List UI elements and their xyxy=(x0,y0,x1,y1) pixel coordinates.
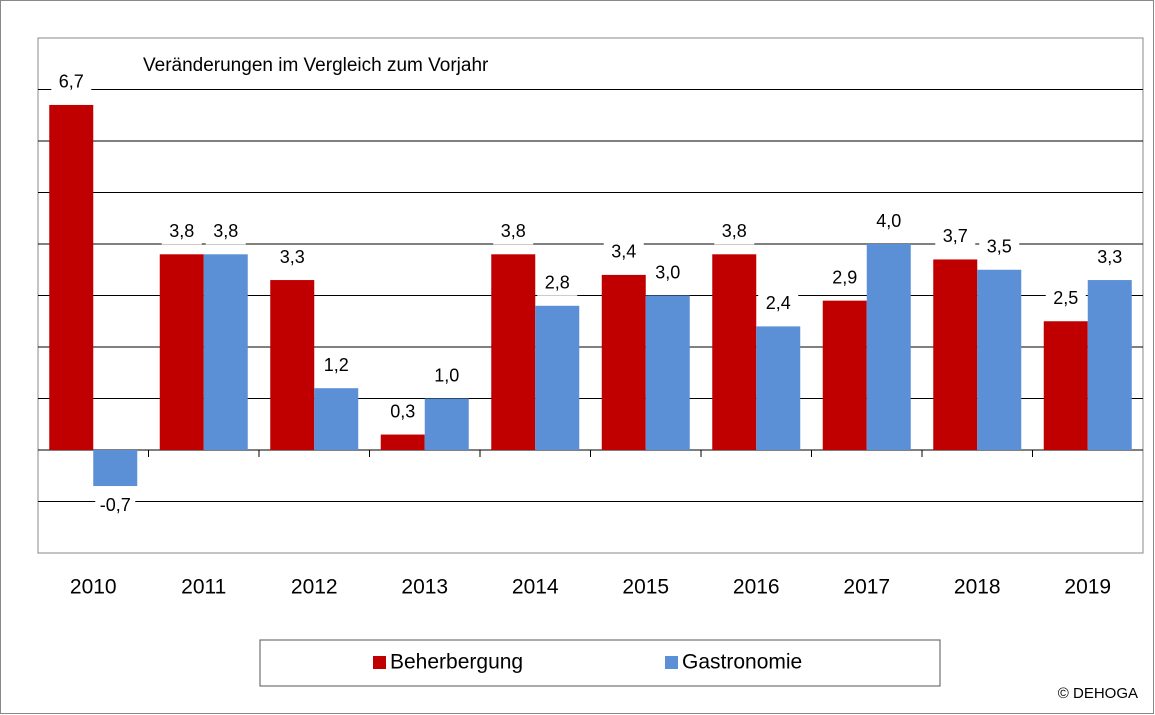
bar xyxy=(822,300,867,450)
data-label-bg xyxy=(316,354,357,379)
x-tick-label: 2012 xyxy=(291,576,338,599)
data-label-bg xyxy=(714,220,755,245)
legend xyxy=(259,639,941,687)
bar xyxy=(49,104,94,450)
data-label: -0,7 xyxy=(100,495,131,515)
data-label-bg xyxy=(979,235,1020,260)
bar xyxy=(314,388,359,450)
bar xyxy=(424,398,469,450)
legend-swatch xyxy=(373,656,386,669)
bar xyxy=(270,280,315,450)
data-label: 3,3 xyxy=(280,247,305,267)
data-label: 2,8 xyxy=(545,273,570,293)
data-label-bg xyxy=(161,220,202,245)
x-tick-label: 2010 xyxy=(70,576,117,599)
data-label: 6,7 xyxy=(59,72,84,92)
bar xyxy=(756,326,801,450)
data-label: 3,0 xyxy=(655,262,680,282)
data-label: 1,0 xyxy=(434,365,459,385)
x-tick-label: 2017 xyxy=(843,576,890,599)
data-label-bg xyxy=(1089,246,1130,271)
data-label: 0,3 xyxy=(390,401,415,421)
data-label-bg xyxy=(51,70,92,95)
bar xyxy=(645,295,690,450)
data-label-bg xyxy=(537,271,578,296)
data-label-bg xyxy=(824,266,865,291)
data-label-bg xyxy=(95,494,136,519)
legend-swatch xyxy=(665,656,678,669)
data-label-bg xyxy=(935,225,976,250)
data-label: 3,8 xyxy=(169,221,194,241)
data-label-bg xyxy=(382,400,423,425)
data-label: 4,0 xyxy=(876,211,901,231)
data-label: 3,8 xyxy=(501,221,526,241)
x-tick-label: 2011 xyxy=(181,576,226,599)
data-label-bg xyxy=(205,220,246,245)
legend-label: Beherbergung xyxy=(390,651,523,674)
data-label-bg xyxy=(272,246,313,271)
subtitle: Veränderungen im Vergleich zum Vorjahr xyxy=(143,55,489,76)
bar xyxy=(866,244,911,450)
data-label-bg xyxy=(1045,287,1086,312)
x-tick-label: 2018 xyxy=(954,576,1001,599)
bar xyxy=(933,259,978,450)
x-tick-label: 2014 xyxy=(512,576,559,599)
data-label: 3,4 xyxy=(611,242,636,262)
data-label-bg xyxy=(603,240,644,265)
bar xyxy=(977,269,1022,450)
bar xyxy=(601,274,646,450)
x-tick-label: 2019 xyxy=(1064,576,1111,599)
bar xyxy=(159,254,204,450)
data-label-bg xyxy=(868,210,909,234)
bar xyxy=(712,254,757,450)
data-label: 1,2 xyxy=(324,355,349,375)
data-label: 3,3 xyxy=(1097,247,1122,267)
bar xyxy=(1043,321,1088,450)
data-label-bg xyxy=(647,261,688,286)
data-label: 2,9 xyxy=(832,267,857,287)
data-label-bg xyxy=(493,220,534,245)
data-label: 3,7 xyxy=(943,226,968,246)
bar xyxy=(380,434,425,450)
x-tick-label: 2015 xyxy=(622,576,669,599)
data-label-bg xyxy=(426,364,467,389)
bar xyxy=(491,254,536,450)
source: © DEHOGA xyxy=(1058,685,1138,702)
legend-label: Gastronomie xyxy=(682,651,802,674)
bar xyxy=(1087,280,1132,450)
bar xyxy=(535,305,580,450)
x-tick-label: 2013 xyxy=(401,576,448,599)
data-label: 3,5 xyxy=(987,237,1012,257)
data-label: 2,5 xyxy=(1053,288,1078,308)
data-label: 3,8 xyxy=(722,221,747,241)
data-label: 2,4 xyxy=(766,293,791,313)
data-label-bg xyxy=(758,292,799,317)
bar xyxy=(93,450,138,487)
bar xyxy=(203,254,248,450)
data-label: 3,8 xyxy=(213,221,238,241)
x-tick-label: 2016 xyxy=(733,576,780,599)
